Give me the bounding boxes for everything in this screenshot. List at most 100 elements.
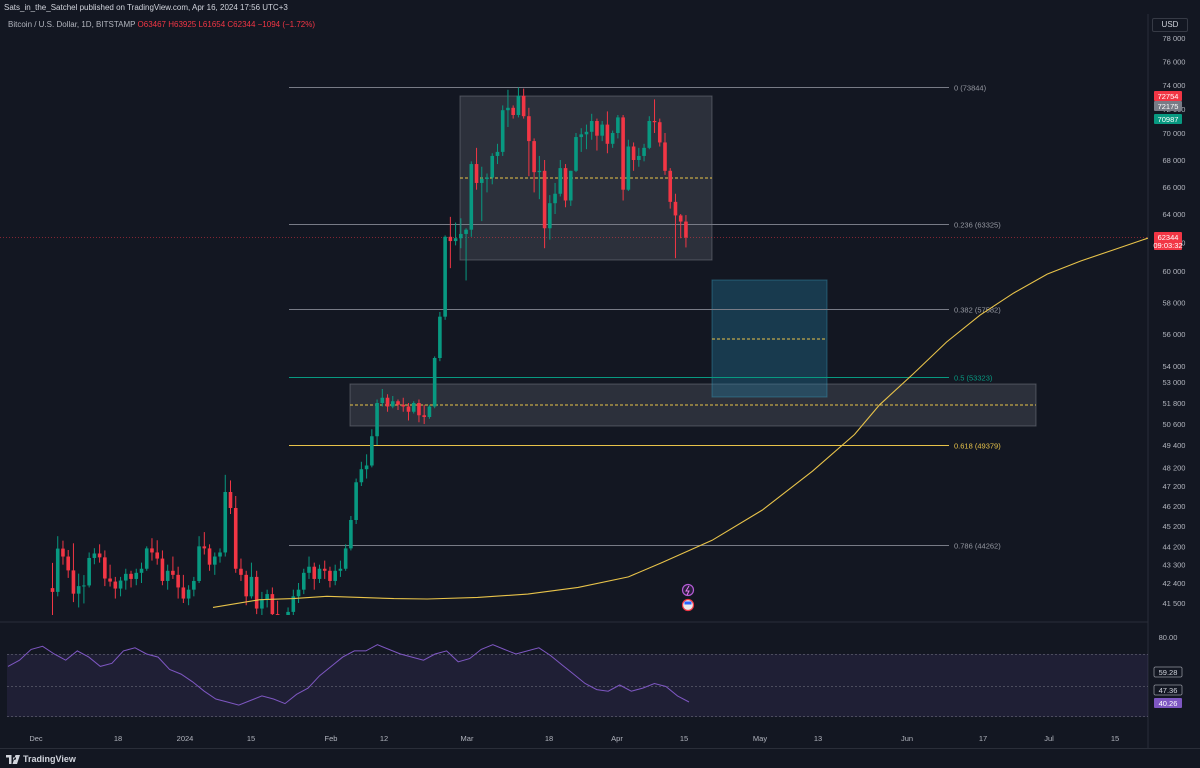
- candle-body[interactable]: [668, 170, 673, 202]
- candle-body[interactable]: [411, 403, 416, 412]
- candle-body[interactable]: [500, 110, 505, 152]
- candle-body[interactable]: [574, 137, 578, 171]
- candle-body[interactable]: [87, 557, 91, 586]
- time-axis-bar[interactable]: TradingView: [0, 748, 1200, 768]
- candle-body[interactable]: [443, 236, 447, 317]
- candle-body[interactable]: [532, 141, 536, 173]
- candle-body[interactable]: [223, 492, 228, 553]
- candle-body[interactable]: [186, 589, 191, 599]
- candle-body[interactable]: [171, 570, 175, 575]
- candle-body[interactable]: [317, 568, 322, 579]
- candle-body[interactable]: [155, 552, 159, 559]
- candle-body[interactable]: [270, 594, 275, 615]
- candle-body[interactable]: [375, 403, 379, 437]
- candle-body[interactable]: [129, 573, 133, 579]
- candle-body[interactable]: [495, 151, 500, 156]
- candle-body[interactable]: [97, 553, 102, 558]
- candle-body[interactable]: [417, 403, 421, 416]
- candle-body[interactable]: [568, 170, 573, 201]
- candle-body[interactable]: [521, 95, 526, 117]
- candle-body[interactable]: [621, 117, 625, 190]
- candle-body[interactable]: [328, 570, 332, 581]
- candle-body[interactable]: [212, 556, 217, 565]
- candle-body[interactable]: [218, 552, 222, 557]
- symbol-name[interactable]: Bitcoin / U.S. Dollar, 1D, BITSTAMP: [8, 20, 136, 29]
- candle-body[interactable]: [657, 122, 662, 143]
- candle-body[interactable]: [663, 142, 667, 171]
- candle-body[interactable]: [233, 508, 238, 569]
- candle-body[interactable]: [254, 576, 259, 609]
- candle-body[interactable]: [228, 492, 233, 508]
- candle-body[interactable]: [286, 611, 290, 636]
- rsi-line[interactable]: [7, 644, 690, 706]
- candle-body[interactable]: [678, 215, 683, 222]
- candle-body[interactable]: [134, 572, 139, 579]
- candle-body[interactable]: [197, 546, 201, 581]
- candle-body[interactable]: [684, 221, 688, 238]
- candle-body[interactable]: [432, 358, 437, 407]
- candle-body[interactable]: [563, 168, 568, 201]
- candle-body[interactable]: [427, 406, 432, 418]
- candle-body[interactable]: [537, 170, 542, 173]
- candle-body[interactable]: [600, 124, 604, 136]
- candle-body[interactable]: [312, 566, 317, 579]
- candle-body[interactable]: [123, 573, 128, 581]
- candle-body[interactable]: [66, 556, 71, 571]
- candle-body[interactable]: [343, 548, 348, 569]
- candle-body[interactable]: [579, 134, 584, 138]
- candle-body[interactable]: [82, 585, 86, 587]
- moving-average-line[interactable]: [212, 210, 1200, 608]
- candle-body[interactable]: [76, 586, 81, 594]
- candle-body[interactable]: [307, 566, 311, 573]
- candle-body[interactable]: [385, 397, 390, 407]
- candle-body[interactable]: [542, 170, 547, 229]
- candle-body[interactable]: [464, 229, 468, 234]
- candle-body[interactable]: [265, 594, 269, 600]
- candle-body[interactable]: [370, 436, 374, 466]
- candle-body[interactable]: [296, 589, 301, 597]
- candle-body[interactable]: [50, 588, 55, 592]
- candle-body[interactable]: [584, 131, 589, 135]
- candle-body[interactable]: [55, 548, 60, 592]
- candle-body[interactable]: [589, 121, 594, 132]
- candle-body[interactable]: [92, 553, 97, 558]
- candle-body[interactable]: [438, 316, 442, 358]
- candle-body[interactable]: [113, 581, 118, 589]
- candle-body[interactable]: [244, 574, 248, 597]
- candle-body[interactable]: [61, 548, 65, 557]
- candle-body[interactable]: [626, 146, 631, 190]
- candle-body[interactable]: [364, 465, 369, 470]
- candle-body[interactable]: [616, 117, 620, 133]
- candle-body[interactable]: [511, 107, 515, 115]
- candle-body[interactable]: [527, 116, 531, 142]
- candle-body[interactable]: [192, 580, 196, 590]
- event-icon[interactable]: [681, 583, 695, 597]
- candle-body[interactable]: [469, 164, 474, 230]
- candle-body[interactable]: [333, 570, 337, 581]
- candle-body[interactable]: [207, 548, 212, 565]
- candle-body[interactable]: [338, 568, 343, 571]
- candle-body[interactable]: [118, 580, 123, 589]
- candle-body[interactable]: [150, 548, 154, 553]
- candle-body[interactable]: [448, 236, 453, 242]
- candle-body[interactable]: [176, 574, 180, 588]
- candle-body[interactable]: [396, 401, 400, 405]
- candle-body[interactable]: [160, 558, 165, 581]
- candle-body[interactable]: [485, 177, 489, 179]
- candle-body[interactable]: [605, 124, 610, 144]
- candle-body[interactable]: [71, 570, 76, 594]
- candle-body[interactable]: [239, 568, 243, 575]
- candle-body[interactable]: [406, 406, 411, 412]
- candle-body[interactable]: [202, 546, 207, 549]
- candle-body[interactable]: [673, 201, 678, 216]
- candle-body[interactable]: [291, 596, 296, 612]
- candle-body[interactable]: [490, 155, 495, 178]
- candle-body[interactable]: [322, 568, 327, 571]
- candle-body[interactable]: [637, 155, 641, 160]
- tradingview-logo[interactable]: TradingView: [6, 754, 76, 765]
- candle-body[interactable]: [349, 520, 353, 549]
- us-flag-icon[interactable]: [681, 598, 695, 612]
- candle-body[interactable]: [301, 572, 306, 590]
- candle-body[interactable]: [595, 121, 599, 136]
